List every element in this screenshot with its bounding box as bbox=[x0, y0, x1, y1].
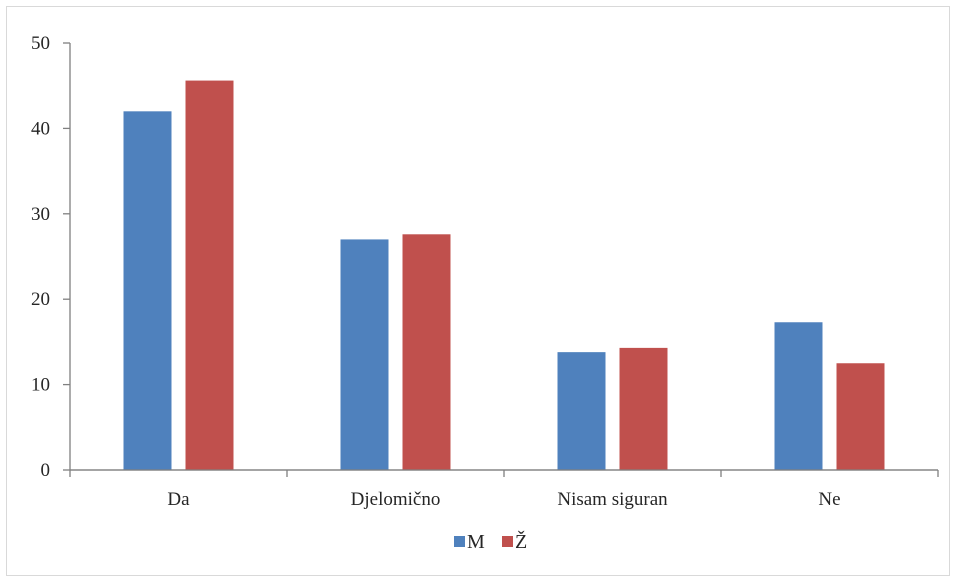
legend-label: Ž bbox=[515, 530, 527, 553]
y-tick-label: 50 bbox=[31, 33, 50, 54]
y-tick-label: 20 bbox=[31, 289, 50, 310]
bar-series2-2 bbox=[619, 347, 668, 470]
legend-label: M bbox=[467, 531, 485, 553]
bar-series1-2 bbox=[557, 352, 606, 470]
y-tick-label: 30 bbox=[31, 204, 50, 225]
y-tick-label: 40 bbox=[31, 118, 50, 139]
bar-series1-0 bbox=[123, 111, 172, 470]
x-category-label: Ne bbox=[818, 489, 840, 510]
legend-swatch bbox=[502, 536, 513, 547]
x-category-label: Djelomično bbox=[351, 489, 441, 510]
bar-series2-1 bbox=[402, 234, 451, 470]
bar-series1-1 bbox=[340, 239, 389, 470]
x-category-label: Nisam siguran bbox=[557, 489, 668, 510]
y-tick-label: 0 bbox=[41, 460, 51, 481]
bar-series1-3 bbox=[774, 322, 823, 470]
y-axis: 0 10 20 30 40 50 bbox=[31, 33, 71, 481]
legend-swatch bbox=[454, 536, 465, 547]
x-category-label: Da bbox=[167, 489, 190, 510]
bar-series2-0 bbox=[185, 80, 234, 471]
bar-series2-3 bbox=[836, 363, 885, 470]
y-tick-label: 10 bbox=[31, 375, 50, 396]
bars bbox=[70, 80, 938, 471]
x-axis: Da Djelomično Nisam siguran Ne bbox=[69, 469, 939, 510]
